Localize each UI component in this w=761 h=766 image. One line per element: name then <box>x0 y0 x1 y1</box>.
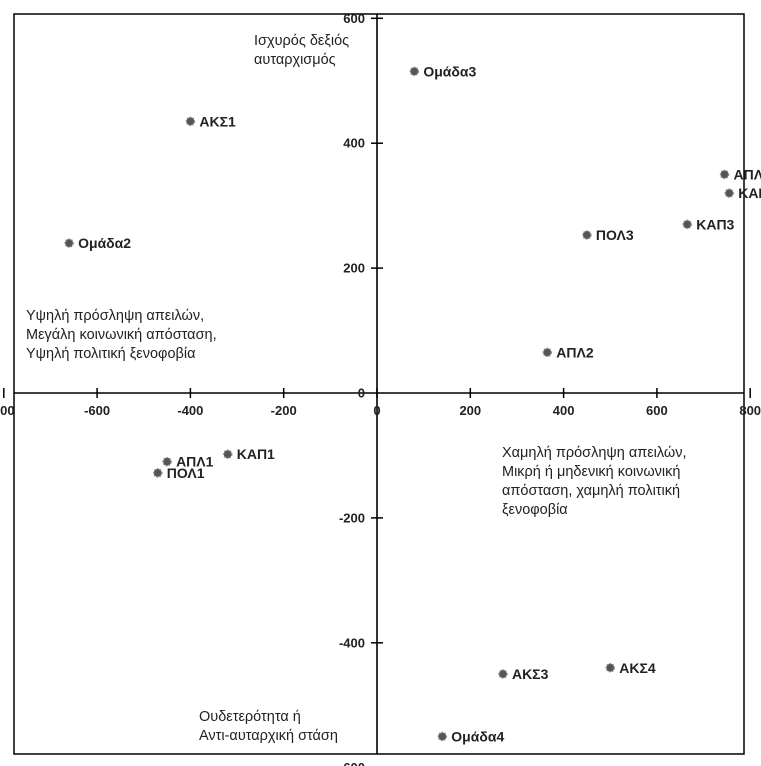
x-tick-label: 0 <box>373 403 380 418</box>
annotation-left-middle: Υψηλή πρόσληψη απειλών, Μεγάλη κοινωνική… <box>26 308 217 362</box>
point-marker <box>223 450 232 459</box>
y-tick-label: 600 <box>343 11 365 26</box>
x-tick-label: 600 <box>646 403 668 418</box>
point-marker-outline <box>582 230 592 240</box>
y-tick-label: 200 <box>343 261 365 276</box>
data-point: ΑΠΛ3 <box>719 166 761 182</box>
x-tick-label: -400 <box>177 403 203 418</box>
point-label: ΑΚΣ1 <box>199 113 236 129</box>
point-marker-outline <box>542 347 553 358</box>
point-marker-outline <box>682 219 692 230</box>
x-tick-label: 400 <box>553 403 575 418</box>
point-label: Ομάδα2 <box>78 235 131 251</box>
data-point: Ομάδα2 <box>64 235 131 251</box>
data-point: ΑΚΣ3 <box>498 666 549 682</box>
point-marker-outline <box>498 669 508 679</box>
point-marker-outline <box>222 449 233 459</box>
y-tick-label: -200 <box>339 510 365 525</box>
point-label: ΚΑΠ3 <box>696 216 734 232</box>
y-axis-ticks: 600 400 200 0 -200 -400 -600 <box>339 11 383 766</box>
data-point: Ομάδα4 <box>437 728 504 744</box>
point-label: ΑΠΛ2 <box>556 344 594 360</box>
data-point: ΑΚΣ4 <box>605 660 656 676</box>
point-marker-outline <box>437 731 448 742</box>
x-tick-label: 800 <box>739 403 761 418</box>
data-point: ΚΑΠ1 <box>222 446 275 462</box>
point-marker <box>606 663 615 672</box>
data-point: ΚΑΠ3 <box>682 216 735 232</box>
point-marker <box>498 670 507 679</box>
point-label: ΠΟΛ3 <box>596 227 634 243</box>
data-point: ΚΑΠ4 <box>724 185 761 201</box>
point-marker <box>163 457 172 466</box>
point-label: ΑΠΛ1 <box>176 454 214 470</box>
data-point: ΑΠΛ1 <box>162 454 214 470</box>
point-marker <box>153 468 162 477</box>
annotation-bottom-center: Ουδετερότητα ή Αντι-αυταρχική στάση <box>199 709 338 744</box>
y-tick-label: 400 <box>343 136 365 151</box>
point-label: Ομάδα3 <box>423 63 476 79</box>
point-marker <box>65 239 74 248</box>
y-tick-label: -400 <box>339 635 365 650</box>
point-label: ΑΚΣ4 <box>619 660 656 676</box>
point-marker <box>683 220 692 229</box>
data-point: ΠΟΛ3 <box>582 227 634 243</box>
point-marker <box>438 732 447 741</box>
point-label: ΑΠΛ3 <box>734 166 761 182</box>
point-marker <box>410 67 419 76</box>
data-point: Ομάδα3 <box>409 63 476 79</box>
point-label: ΚΑΠ1 <box>237 446 275 462</box>
x-tick-label: 200 <box>459 403 481 418</box>
point-marker <box>725 189 734 198</box>
annotation-right-middle: Χαμηλή πρόσληψη απειλών, Μικρή ή μηδενικ… <box>502 445 687 518</box>
y-tick-label: -600 <box>339 760 365 766</box>
data-point: ΠΟΛ1 <box>152 465 205 481</box>
data-points: Ομάδα3 ΑΚΣ1 Ομάδα2 ΑΠΛ3 ΚΑΠ4ΚΑΠ3 ΠΟΛ3 ΑΠΛ2 ΑΠΛ1… <box>64 63 761 744</box>
axes <box>14 14 744 754</box>
point-label: ΚΑΠ4 <box>738 185 761 201</box>
point-marker <box>720 170 729 179</box>
annotation-top-center: Ισχυρός δεξιός αυταρχισμός <box>254 33 350 68</box>
x-tick-label: -200 <box>271 403 297 418</box>
point-label: ΑΚΣ3 <box>512 666 549 682</box>
data-point: ΑΠΛ2 <box>542 344 594 360</box>
point-label: ΠΟΛ1 <box>167 465 205 481</box>
data-point: ΑΚΣ1 <box>185 113 236 129</box>
point-marker-outline <box>719 169 730 180</box>
x-tick-label: 800 <box>0 403 15 418</box>
plot-frame <box>13 13 745 755</box>
point-marker-outline <box>152 468 163 478</box>
point-marker-outline <box>724 188 734 198</box>
x-axis-ticks: 800 -600 -400 -200 0 200 400 600 800 <box>0 388 761 418</box>
point-marker-outline <box>162 456 172 467</box>
point-marker-outline <box>605 663 615 673</box>
point-marker <box>543 348 552 357</box>
point-marker <box>186 117 195 126</box>
point-marker-outline <box>64 238 74 248</box>
point-marker-outline <box>409 66 420 77</box>
point-marker-outline <box>185 116 196 127</box>
point-marker <box>582 231 591 240</box>
y-tick-label: 0 <box>358 386 365 401</box>
point-label: Ομάδα4 <box>451 728 504 744</box>
x-tick-label: -600 <box>84 403 110 418</box>
